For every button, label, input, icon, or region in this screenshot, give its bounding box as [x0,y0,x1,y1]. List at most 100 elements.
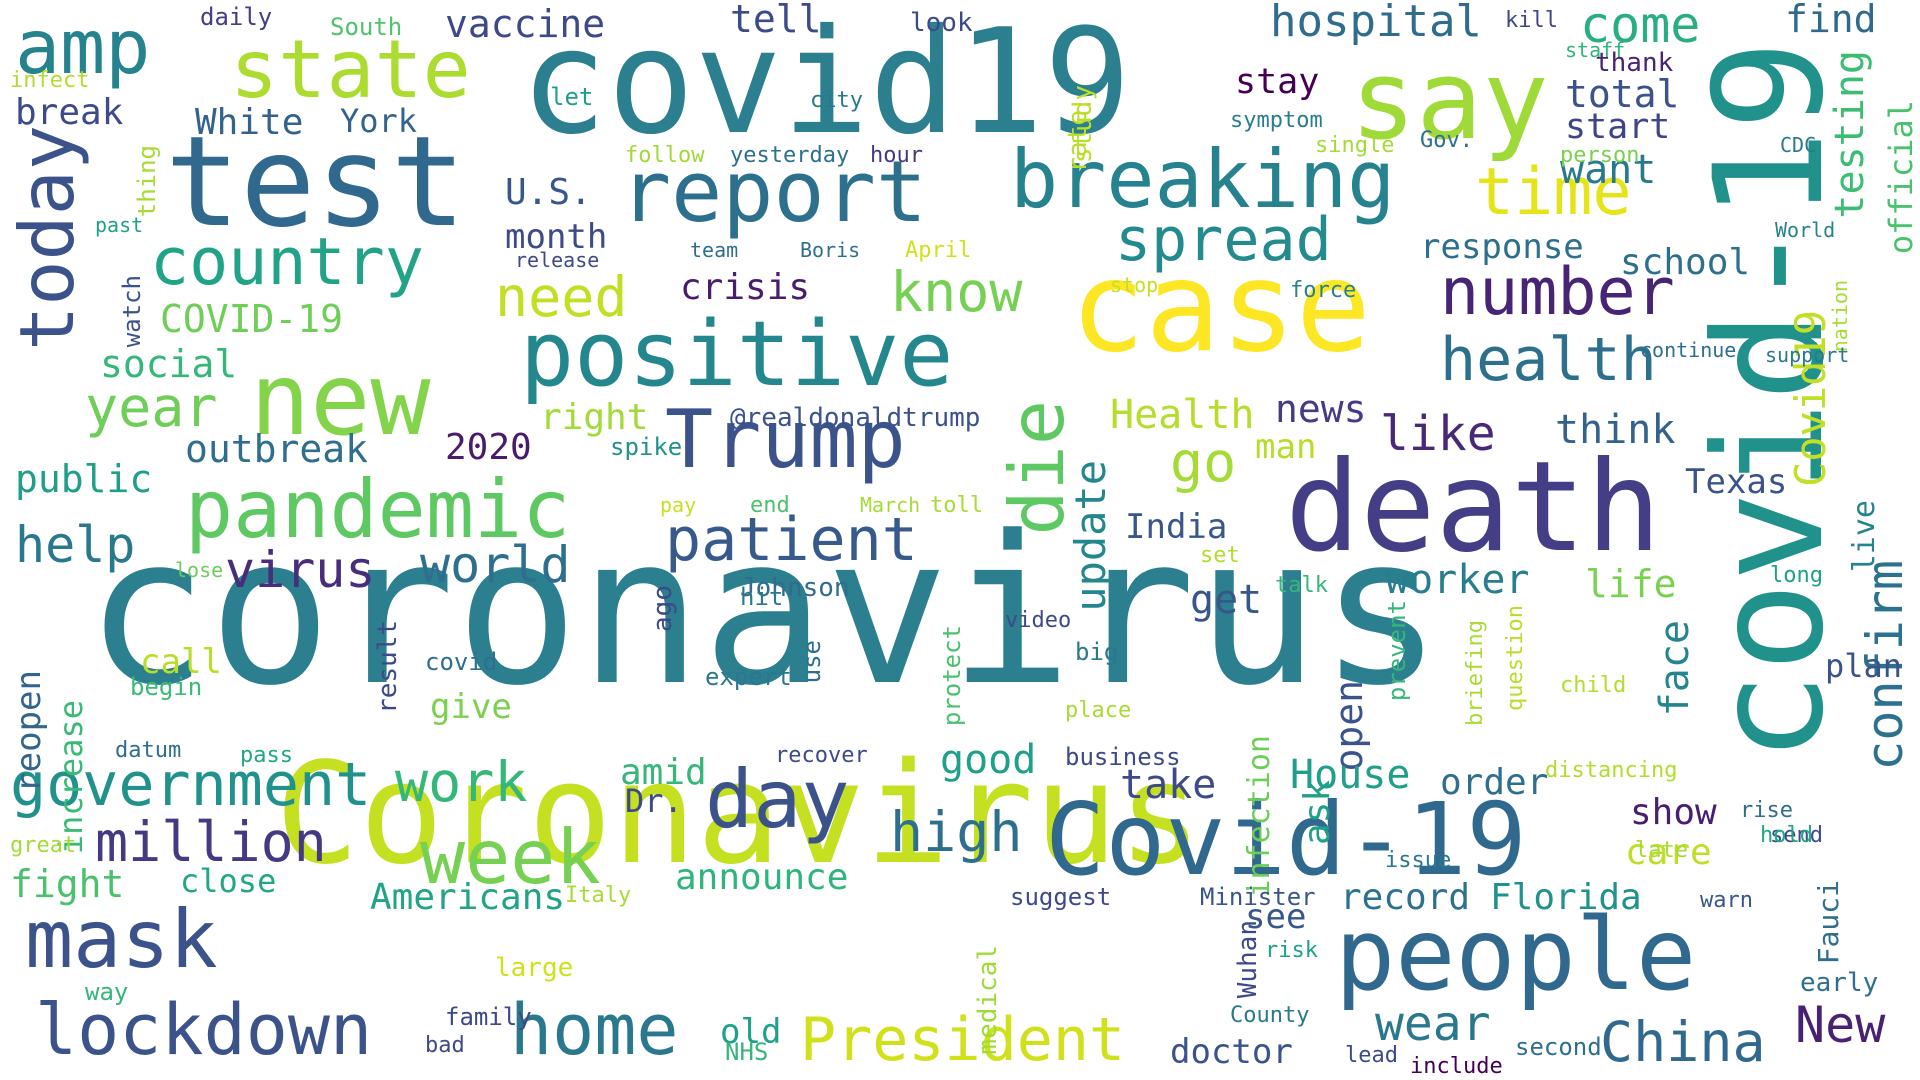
cloud-word: result [373,620,403,714]
cloud-word: face [1652,620,1698,717]
cloud-word: year [85,375,218,439]
cloud-word: report [620,143,928,242]
cloud-word: care [1625,832,1712,873]
cloud-word: total [1565,72,1680,116]
cloud-word: amid [620,752,707,793]
cloud-word: single [1315,133,1395,158]
cloud-word: give [430,687,512,727]
cloud-word: covid19 [520,0,1132,167]
cloud-word: child [1560,673,1627,698]
cloud-word: close [180,862,277,900]
cloud-word: Fauci [1812,880,1845,965]
cloud-word: take [1120,762,1217,808]
cloud-word: watch [118,275,146,348]
cloud-word: breaking [1010,133,1396,226]
cloud-word: lose [175,558,224,582]
cloud-word: million [95,810,327,874]
cloud-word: stay [1235,62,1320,102]
cloud-word: stop [1110,273,1159,297]
cloud-word: Italy [565,883,632,908]
cloud-word: bad [425,1033,465,1058]
cloud-word: Americans [370,877,566,918]
cloud-word: world [420,536,571,594]
cloud-word: news [1275,387,1367,431]
cloud-word: test [165,110,467,255]
cloud-word: see [1245,897,1307,937]
cloud-word: city [810,88,863,113]
cloud-word: worker [1385,557,1530,603]
cloud-word: work [395,750,528,814]
cloud-word: NHS [725,1038,769,1066]
cloud-word: record [1340,877,1471,918]
cloud-word: set [1200,543,1240,568]
cloud-word: life [1585,562,1677,606]
cloud-word: recover [775,743,868,768]
cloud-word: today [3,125,91,351]
cloud-word: response [1420,227,1584,267]
cloud-word: crisis [680,267,811,308]
cloud-word: spike [610,433,683,461]
cloud-word: White [195,102,304,143]
cloud-word: risk [1265,938,1318,963]
cloud-word: late [1635,838,1688,863]
cloud-word: CDC [1780,133,1817,157]
cloud-word: let [550,83,594,111]
cloud-word: follow [625,143,705,168]
cloud-word: Texas [1685,462,1788,502]
cloud-word: virus [225,541,376,599]
cloud-word: official [1882,100,1920,255]
cloud-word: @realdonaldtrump [730,403,981,433]
cloud-word: increase [52,700,90,855]
cloud-word: infect [10,68,90,93]
cloud-word: outbreak [185,427,369,471]
cloud-word: Florida [1490,877,1642,918]
cloud-word: South [330,13,403,41]
cloud-word: warn [1700,888,1753,913]
cloud-word: announce [675,857,849,898]
cloud-word: medical [973,945,1003,1055]
cloud-word: long [1770,563,1823,588]
cloud-word: Dr. [625,782,683,820]
cloud-word: right [540,397,649,438]
cloud-word: yesterday [730,143,850,168]
cloud-word: Wuhan [1233,920,1263,999]
cloud-word: toll [930,493,983,518]
cloud-word: want [1560,147,1657,193]
cloud-word: come [1580,0,1701,54]
cloud-word: issue [1385,848,1452,873]
cloud-word: public [15,457,153,501]
cloud-word: lead [1345,1043,1398,1068]
cloud-word: tell [730,0,822,41]
cloud-word: covid [425,648,498,676]
cloud-word: amp [15,3,151,91]
cloud-word: need [495,265,628,329]
cloud-word: think [1555,407,1676,453]
cloud-word: hit [740,583,784,611]
cloud-word: World [1775,218,1836,242]
cloud-word: coronavirus [85,493,1443,731]
cloud-word: get [1190,577,1263,623]
cloud-word: force [1290,278,1357,303]
cloud-word: large [495,953,574,983]
cloud-word: symptom [1230,108,1323,133]
cloud-word: Health [1110,392,1255,438]
cloud-word: home [510,989,679,1071]
cloud-word: day [705,753,850,846]
cloud-word: doctor [1170,1032,1293,1072]
cloud-word: Coronavirus [275,733,1203,896]
cloud-word: positive [520,302,954,407]
cloud-word: talk [1275,573,1328,598]
cloud-word: pandemic [185,463,571,556]
cloud-word: suggest [1010,883,1112,911]
cloud-word: new [250,341,431,458]
cloud-word: old [720,1012,782,1052]
cloud-word: reopen [9,670,49,793]
cloud-word: President [800,1005,1126,1075]
cloud-word: know [890,260,1023,324]
cloud-word: business [1065,743,1181,771]
cloud-word: patient [665,505,918,575]
cloud-word: place [1065,698,1132,723]
cloud-word: vaccine [445,2,606,46]
cloud-word: datum [115,738,182,763]
